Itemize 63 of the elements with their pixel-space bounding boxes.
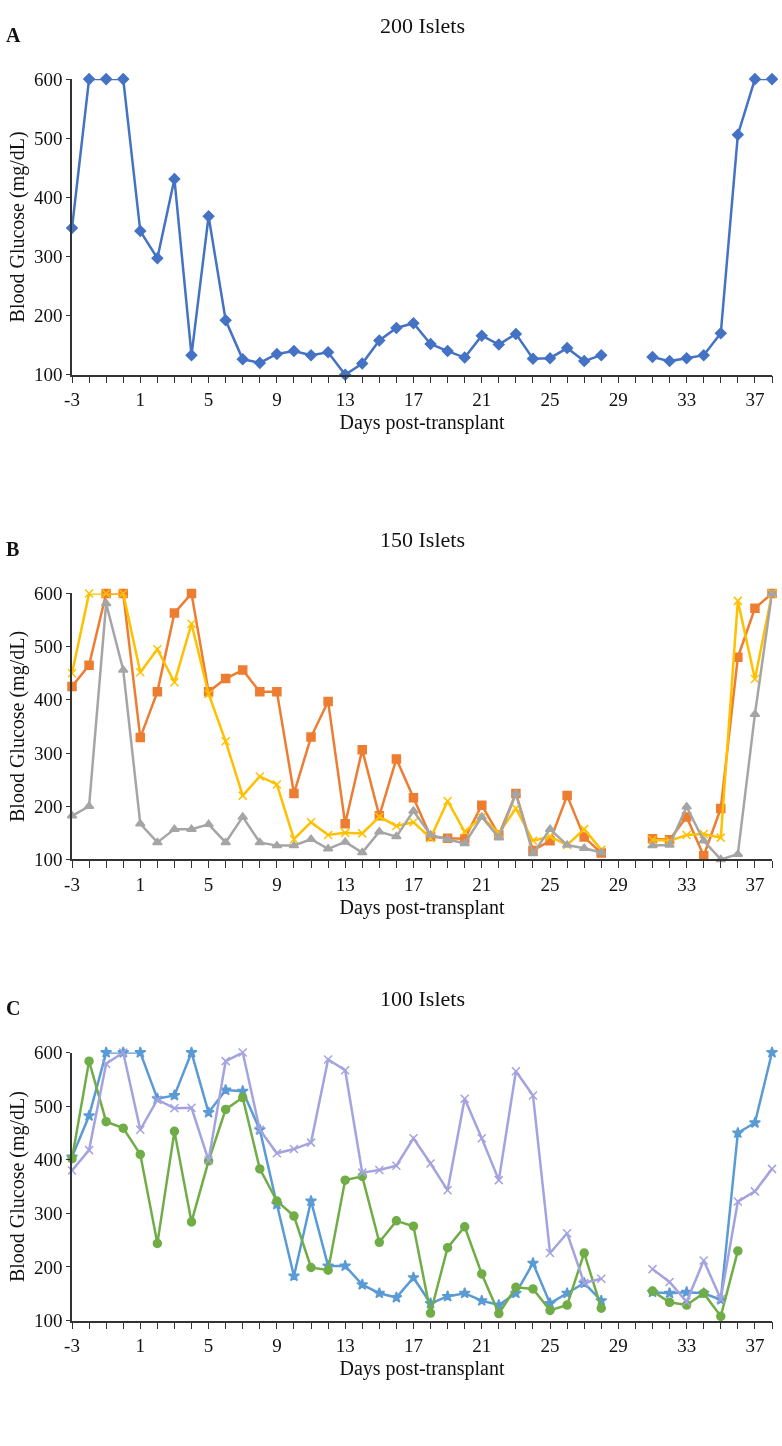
x-tick-label: 29 [608, 389, 628, 411]
x-tick-label: 37 [745, 1335, 765, 1357]
x-tick-label: 9 [272, 389, 282, 411]
x-tick-label: 25 [540, 874, 560, 895]
text: B [6, 538, 20, 560]
x-tick-label: -3 [64, 874, 80, 895]
x-tick-label: 9 [272, 874, 282, 895]
y-axis-title: Blood Glucose (mg/dL) [5, 131, 29, 323]
x-axis-title: Days post-transplant [339, 411, 505, 435]
y-tick-label: 100 [33, 849, 63, 871]
y-tick-label: 600 [33, 1042, 63, 1064]
y-tick-label: 300 [33, 742, 63, 764]
x-tick-label: 25 [540, 389, 560, 411]
y-tick-label: 600 [33, 583, 63, 605]
x-tick-label: 1 [135, 874, 146, 895]
x-tick-label: 21 [472, 874, 492, 895]
x-tick-label: 5 [203, 389, 214, 411]
x-tick-label: 5 [203, 874, 214, 895]
x-tick-label: 17 [403, 389, 423, 411]
x-tick-label: 33 [677, 389, 697, 411]
y-tick-label: 200 [33, 305, 63, 327]
y-tick-label: 500 [33, 127, 63, 149]
x-tick-label: 1 [135, 389, 146, 411]
x-tick-label: 21 [472, 389, 492, 411]
y-tick-label: 400 [33, 1149, 63, 1171]
y-tick-label: 100 [33, 1310, 63, 1332]
x-tick-label: 33 [677, 1335, 697, 1357]
text: A [6, 24, 21, 46]
x-tick-label: 17 [403, 874, 423, 895]
x-tick-label: 37 [745, 874, 765, 895]
y-tick-label: 200 [33, 1256, 63, 1278]
x-tick-label: 29 [608, 1335, 628, 1357]
y-tick-label: 500 [33, 1095, 63, 1117]
x-tick-label: 13 [335, 874, 355, 895]
x-tick-label: 21 [472, 1335, 492, 1357]
x-tick-label: 5 [203, 1335, 214, 1357]
x-tick-label: 25 [540, 1335, 560, 1357]
y-tick-label: 400 [33, 689, 63, 711]
x-axis-title: Days post-transplant [339, 896, 505, 919]
x-tick-label: 29 [608, 874, 628, 895]
x-tick-label: 13 [335, 1335, 355, 1357]
chart-title: 100 Islets [380, 986, 465, 1011]
y-axis-title: Blood Glucose (mg/dL) [5, 1091, 29, 1283]
x-tick-label: 37 [745, 389, 765, 411]
y-tick-label: 100 [33, 364, 63, 386]
x-tick-label: -3 [64, 389, 80, 411]
y-tick-label: 200 [33, 795, 63, 817]
y-axis-title: Blood Glucose (mg/dL) [5, 630, 29, 822]
x-tick-label: -3 [64, 1335, 80, 1357]
x-tick-label: 33 [677, 874, 697, 895]
y-tick-label: 600 [33, 68, 63, 90]
y-tick-label: 300 [33, 1203, 63, 1225]
chart-title: 200 Islets [380, 13, 465, 38]
y-tick-label: 300 [33, 246, 63, 268]
x-tick-label: 9 [272, 1335, 282, 1357]
y-tick-label: 400 [33, 187, 63, 208]
chart-title: 150 Islets [380, 527, 465, 552]
x-tick-label: 13 [335, 389, 355, 411]
x-axis-title: Days post-transplant [339, 1357, 505, 1381]
y-tick-label: 500 [33, 636, 63, 658]
x-tick-label: 1 [135, 1335, 146, 1357]
text: C [6, 997, 21, 1019]
x-tick-label: 17 [403, 1335, 423, 1357]
